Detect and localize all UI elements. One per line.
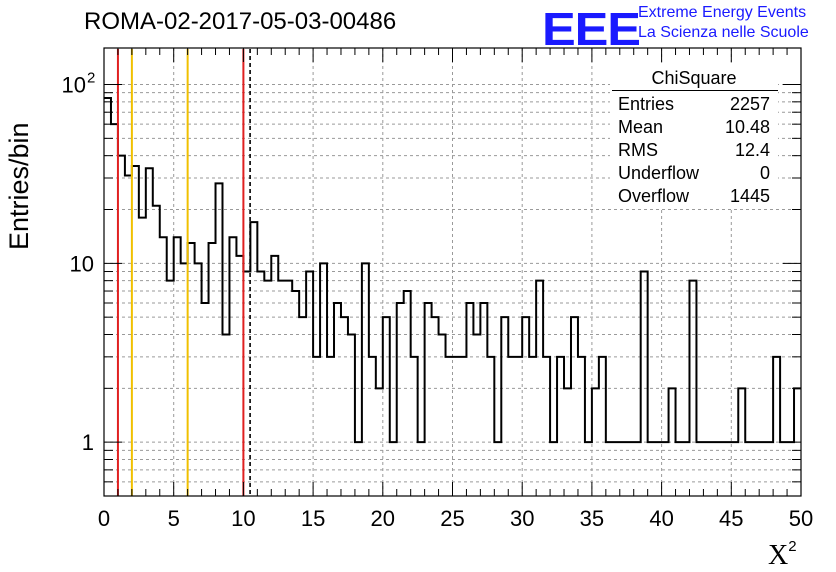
stat-value: 2257 — [729, 94, 770, 114]
stat-row-entries: Entries 2257 — [618, 94, 770, 116]
eee-logo: EEE — [542, 3, 641, 55]
x-tick-label: 15 — [301, 506, 325, 531]
stat-value: 10.48 — [724, 117, 770, 137]
x-tick-label: 0 — [98, 506, 110, 531]
stat-row-overflow: Overflow 1445 — [618, 186, 770, 208]
stats-divider — [612, 90, 778, 91]
logo-line-1: Extreme Energy Events — [638, 4, 807, 21]
stat-row-mean: Mean 10.48 — [618, 117, 770, 139]
stat-label: Underflow — [618, 163, 700, 183]
x-tick-label: 5 — [168, 506, 180, 531]
x-tick-label: 45 — [719, 506, 743, 531]
stat-label: Overflow — [618, 186, 690, 206]
x-tick-label: 40 — [649, 506, 673, 531]
y-tick-label: 1 — [82, 430, 94, 455]
logo-line-2: La Scienza nelle Scuole — [638, 24, 809, 41]
stat-row-underflow: Underflow 0 — [618, 163, 770, 185]
stat-value: 1445 — [729, 186, 770, 206]
histogram-series — [104, 97, 801, 444]
stats-title: ChiSquare — [651, 68, 737, 88]
x-tick-label: 25 — [440, 506, 464, 531]
x-tick-label: 35 — [580, 506, 604, 531]
x-tick-label: 30 — [510, 506, 534, 531]
x-tick-label: 20 — [371, 506, 395, 531]
chart-title: ROMA-02-2017-05-03-00486 — [84, 8, 397, 35]
stat-label: Entries — [618, 94, 675, 114]
x-axis-label: X2 — [768, 538, 797, 571]
y-tick-label: 10 — [70, 251, 94, 276]
stat-label: RMS — [618, 140, 658, 160]
y-tick-label: 10 — [62, 73, 86, 98]
x-tick-label: 50 — [789, 506, 813, 531]
stat-value: 12.4 — [734, 140, 770, 160]
y-tick-label-exponent: 2 — [87, 70, 95, 87]
stat-label: Mean — [618, 117, 664, 137]
y-axis-label: Entries/bin — [4, 122, 34, 250]
stat-row-rms: RMS 12.4 — [618, 140, 770, 162]
stats-box: ChiSquare Entries 2257 Mean 10.48 RMS 12… — [610, 66, 778, 208]
stat-value: 0 — [759, 163, 770, 183]
x-tick-label: 10 — [231, 506, 255, 531]
